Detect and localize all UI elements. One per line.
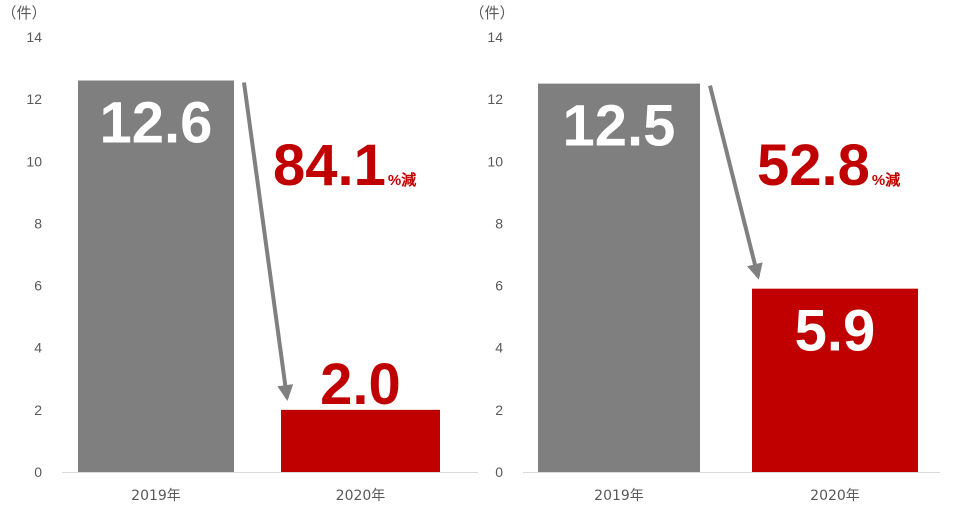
- y-tick-label: 2: [34, 402, 42, 418]
- decrease-arrow: [708, 85, 763, 280]
- x-category-label: 2020年: [336, 488, 386, 504]
- unit-label: （件）: [469, 4, 514, 22]
- bar-2020: [752, 288, 918, 472]
- y-tick-label: 6: [495, 278, 503, 294]
- bar-value-label: 5.9: [795, 299, 876, 364]
- change-suffix: %減: [872, 172, 900, 189]
- y-tick-label: 4: [495, 340, 503, 356]
- y-tick-label: 4: [34, 340, 42, 356]
- y-tick-label: 14: [26, 29, 42, 45]
- y-tick-label: 12: [487, 91, 503, 107]
- y-tick-label: 14: [487, 29, 503, 45]
- x-category-label: 2019年: [131, 488, 181, 504]
- y-tick-label: 10: [487, 153, 503, 169]
- bar-value-label: 2.0: [320, 352, 401, 417]
- chart-1: （件） 0 2 4 6 8 10 12 14 2019年 12.6 2020年 2.0 84.1 %減: [1, 4, 478, 504]
- change-annotation: 52.8 %減: [757, 133, 900, 198]
- y-tick-label: 10: [26, 153, 42, 169]
- y-tick-label: 0: [495, 464, 503, 480]
- change-annotation: 84.1 %減: [273, 133, 416, 198]
- bar-2019: [78, 80, 234, 472]
- y-tick-label: 6: [34, 278, 42, 294]
- y-tick-label: 8: [34, 215, 42, 231]
- x-category-label: 2019年: [594, 488, 644, 504]
- x-category-label: 2020年: [810, 488, 860, 504]
- y-tick-label: 8: [495, 215, 503, 231]
- bar-value-label: 12.6: [100, 91, 213, 156]
- bar-value-label: 12.5: [563, 94, 676, 159]
- bar-2019: [538, 83, 700, 472]
- y-tick-label: 12: [26, 91, 42, 107]
- bar-2020: [281, 409, 440, 472]
- y-tick-label: 0: [34, 464, 42, 480]
- unit-label: （件）: [1, 4, 46, 22]
- decrease-arrow: [242, 82, 294, 402]
- y-tick-label: 2: [495, 402, 503, 418]
- change-suffix: %減: [388, 172, 416, 189]
- change-value: 84.1: [273, 133, 386, 198]
- chart-2: （件） 0 2 4 6 8 10 12 14 2019年 12.5 2020年 5.9 52.8 %減: [469, 4, 940, 504]
- change-value: 52.8: [757, 133, 870, 198]
